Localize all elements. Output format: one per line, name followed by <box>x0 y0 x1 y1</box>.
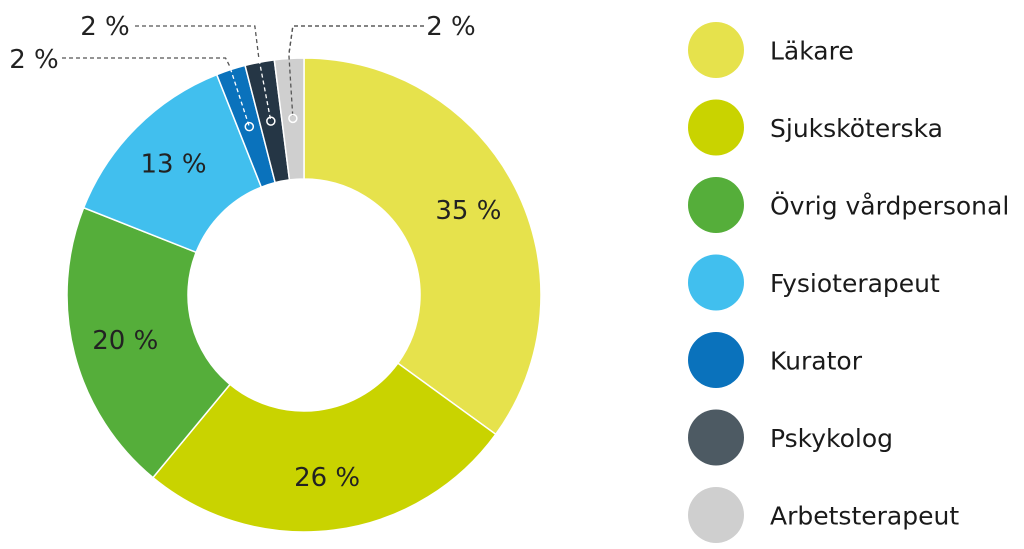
legend-label-lakare: Läkare <box>770 37 854 66</box>
legend-marker-fysioterapeut <box>688 254 744 311</box>
legend: Läkare Sjuksköterska Övrig vårdpersonal Fys… <box>688 22 1009 543</box>
legend-marker-lakare <box>688 22 744 78</box>
callout-label-pskykolog: 2 % <box>80 12 130 42</box>
legend-marker-sjukskoterska <box>688 99 744 156</box>
slice-labels-group: 35 % 26 % 20 % 13 % <box>92 150 501 494</box>
callout-line-outer-arbetsterapeut <box>288 25 424 55</box>
slices-group <box>66 57 542 533</box>
callout-label-kurator: 2 % <box>9 45 59 75</box>
slice-label-sjukskoterska: 26 % <box>294 463 360 493</box>
slice-label-fysioterapeut: 13 % <box>141 150 207 180</box>
legend-label-kurator: Kurator <box>770 347 863 376</box>
callout-line-outer-kurator <box>62 57 231 67</box>
callout-marker-kurator <box>244 121 255 132</box>
legend-label-pskykolog: Pskykolog <box>770 424 893 453</box>
legend-label-arbetsterapeut: Arbetsterapeut <box>770 502 959 531</box>
callout-marker-arbetsterapeut <box>288 113 298 124</box>
slice-label-lakare: 35 % <box>435 196 501 226</box>
callout-label-arbetsterapeut: 2 % <box>426 12 476 42</box>
slice-fysioterapeut <box>82 73 263 254</box>
slice-sjukskoterska <box>151 362 497 533</box>
callout-marker-pskykolog <box>266 116 276 126</box>
slice-ovrig-vardpersonal <box>66 206 232 479</box>
legend-marker-ovrig-vardpersonal <box>688 177 744 233</box>
slice-label-ovrig-vardpersonal: 20 % <box>92 326 158 356</box>
legend-label-sjukskoterska: Sjuksköterska <box>770 114 943 143</box>
callout-line-kurator <box>62 57 250 127</box>
legend-label-fysioterapeut: Fysioterapeut <box>770 269 940 298</box>
legend-marker-arbetsterapeut <box>688 487 744 543</box>
legend-marker-pskykolog <box>688 409 744 466</box>
callouts-group: 2 % 2 % 2 % <box>9 12 476 132</box>
slice-lakare <box>303 57 542 436</box>
legend-marker-kurator <box>688 332 744 388</box>
callout-line-outer-pskykolog <box>135 25 260 59</box>
legend-label-ovrig-vardpersonal: Övrig vårdpersonal <box>770 192 1009 221</box>
